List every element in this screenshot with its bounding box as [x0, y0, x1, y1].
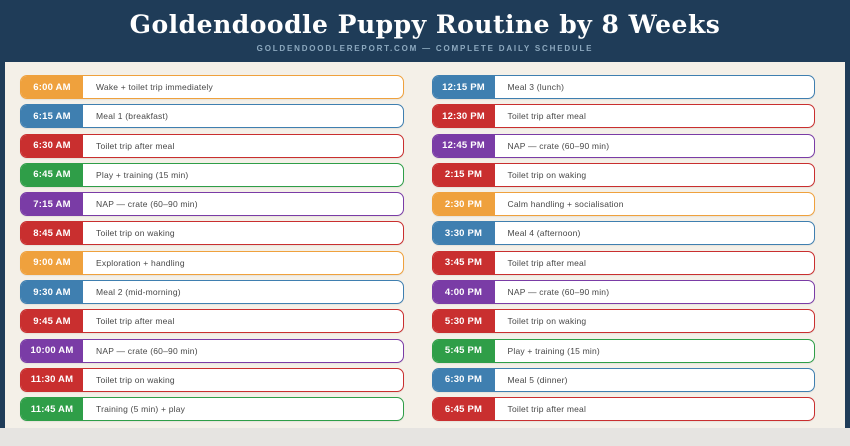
time-badge: 11:45 AM [21, 398, 83, 421]
schedule-row: 3:45 PM Toilet trip after meal [431, 250, 815, 275]
time-badge: 12:15 PM [432, 76, 495, 98]
activity-label: Toilet trip on waking [96, 374, 175, 385]
schedule-row: 5:30 PM Toilet trip on waking [431, 309, 815, 334]
schedule-row: 9:30 AM Meal 2 (mid-morning) [20, 280, 404, 305]
schedule-row: 6:45 PM Toilet trip after meal [431, 397, 815, 422]
time-badge: 9:45 AM [21, 310, 83, 333]
schedule-row: 11:45 AM Training (5 min) + play [20, 397, 404, 422]
schedule-row: 10:00 AM NAP — crate (60–90 min) [20, 338, 404, 363]
time-badge: 8:45 AM [21, 222, 83, 245]
activity-label: Toilet trip after meal [96, 140, 175, 151]
time-badge: 12:45 PM [432, 134, 495, 157]
activity-label: Toilet trip on waking [507, 316, 587, 327]
page-subtitle: GOLDENDOODLEREPORT.COM — COMPLETE DAILY … [256, 44, 594, 54]
activity-label: Meal 4 (afternoon) [507, 228, 581, 239]
activity-label: NAP — crate (60–90 min) [96, 199, 198, 210]
schedule-row: 6:45 AM Play + training (15 min) [20, 162, 404, 187]
time-badge: 5:45 PM [432, 339, 495, 362]
activity-label: Toilet trip after meal [96, 316, 175, 327]
schedule-row: 7:15 AM NAP — crate (60–90 min) [20, 192, 404, 217]
time-badge: 2:30 PM [432, 193, 495, 216]
time-badge: 2:15 PM [432, 163, 495, 186]
activity-label: Toilet trip after meal [507, 257, 587, 268]
schedule-row: 12:15 PM Meal 3 (lunch) [431, 75, 815, 99]
activity-label: Toilet trip on waking [96, 228, 175, 239]
time-badge: 11:30 AM [21, 368, 83, 391]
schedule-row: 6:30 PM Meal 5 (dinner) [431, 367, 815, 392]
schedule-row: 2:30 PM Calm handling + socialisation [431, 192, 815, 217]
schedule-row: 9:00 AM Exploration + handling [20, 250, 404, 275]
time-badge: 6:15 AM [21, 105, 83, 128]
time-badge: 9:00 AM [21, 251, 83, 274]
schedule-row: 6:00 AM Wake + toilet trip immediately [20, 75, 404, 99]
time-badge: 6:45 AM [21, 163, 83, 186]
schedule-row: 8:45 AM Toilet trip on waking [20, 221, 404, 246]
schedule-row: 11:30 AM Toilet trip on waking [20, 367, 404, 392]
activity-label: Meal 2 (mid-morning) [96, 287, 181, 298]
activity-label: Toilet trip on waking [507, 169, 587, 180]
activity-label: Meal 3 (lunch) [507, 82, 565, 92]
time-badge: 6:30 AM [21, 134, 83, 157]
page-title: Goldendoodle Puppy Routine by 8 Weeks [129, 9, 721, 39]
time-badge: 7:15 AM [21, 193, 83, 216]
schedule-row: 6:15 AM Meal 1 (breakfast) [20, 104, 404, 129]
time-badge: 4:00 PM [432, 281, 495, 304]
schedule-body: 6:00 AM Wake + toilet trip immediately 6:1… [0, 62, 850, 428]
activity-label: Calm handling + socialisation [507, 199, 624, 210]
schedule-row: 4:00 PM NAP — crate (60–90 min) [431, 280, 815, 305]
activity-label: Meal 5 (dinner) [507, 374, 568, 385]
schedule-row: 12:30 PM Toilet trip after meal [431, 104, 815, 129]
header: Goldendoodle Puppy Routine by 8 Weeks GO… [0, 0, 850, 62]
activity-label: Training (5 min) + play [96, 404, 186, 415]
activity-label: NAP — crate (60–90 min) [96, 345, 198, 356]
schedule-column-afternoon: 12:15 PM Meal 3 (lunch) 12:30 PM Toilet tri… [431, 75, 815, 428]
time-badge: 3:30 PM [432, 222, 495, 245]
activity-label: Meal 1 (breakfast) [96, 111, 169, 122]
time-badge: 3:45 PM [432, 251, 495, 274]
schedule-row: 6:30 AM Toilet trip after meal [20, 133, 404, 158]
activity-label: Exploration + handling [96, 257, 185, 268]
schedule-row: 9:45 AM Toilet trip after meal [20, 309, 404, 334]
activity-label: Wake + toilet trip immediately [96, 82, 213, 92]
time-badge: 10:00 AM [21, 339, 83, 362]
schedule-row: 5:45 PM Play + training (15 min) [431, 338, 815, 363]
activity-label: Toilet trip after meal [507, 404, 587, 415]
time-badge: 6:45 PM [432, 398, 495, 421]
activity-label: NAP — crate (60–90 min) [507, 287, 610, 298]
activity-label: Play + training (15 min) [507, 345, 600, 356]
activity-label: Play + training (15 min) [96, 169, 189, 180]
schedule-row: 12:45 PM NAP — crate (60–90 min) [431, 133, 815, 158]
activity-label: NAP — crate (60–90 min) [507, 140, 610, 151]
footer-strip [0, 428, 850, 446]
time-badge: 5:30 PM [432, 310, 495, 333]
schedule-column-morning: 6:00 AM Wake + toilet trip immediately 6:1… [20, 75, 404, 428]
activity-label: Toilet trip after meal [507, 111, 587, 122]
time-badge: 6:00 AM [21, 76, 83, 98]
time-badge: 6:30 PM [432, 368, 495, 391]
time-badge: 9:30 AM [21, 281, 83, 304]
schedule-row: 3:30 PM Meal 4 (afternoon) [431, 221, 815, 246]
time-badge: 12:30 PM [432, 105, 495, 128]
schedule-row: 2:15 PM Toilet trip on waking [431, 162, 815, 187]
